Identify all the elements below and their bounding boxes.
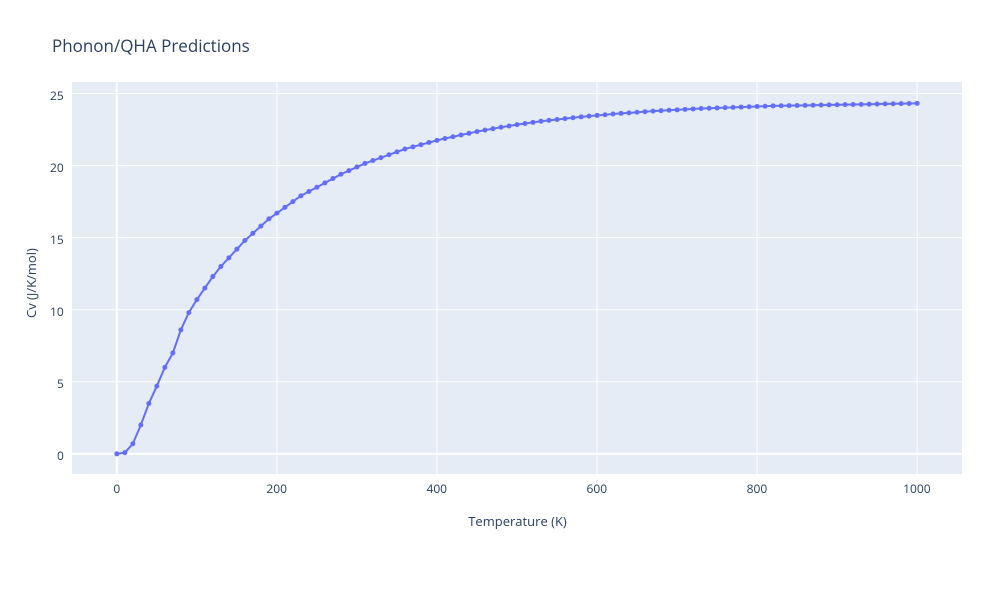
y-tick: 25	[50, 87, 64, 104]
x-tick: 200	[266, 480, 287, 497]
x-tick: 400	[426, 480, 447, 497]
y-tick: 0	[57, 447, 64, 464]
y-tick: 5	[57, 375, 64, 392]
plot-area	[72, 82, 962, 474]
chart-container: Phonon/QHA Predictions Cv (J/K/mol) Temp…	[0, 0, 1000, 600]
x-tick: 800	[747, 480, 768, 497]
y-tick: 15	[50, 231, 64, 248]
y-axis-label: Cv (J/K/mol)	[22, 248, 40, 318]
x-tick: 600	[587, 480, 608, 497]
x-axis-label: Temperature (K)	[468, 512, 567, 530]
y-tick: 20	[50, 159, 64, 176]
chart-title: Phonon/QHA Predictions	[52, 34, 250, 57]
x-tick: 0	[113, 480, 120, 497]
y-tick: 10	[50, 303, 64, 320]
x-tick: 1000	[903, 480, 930, 497]
